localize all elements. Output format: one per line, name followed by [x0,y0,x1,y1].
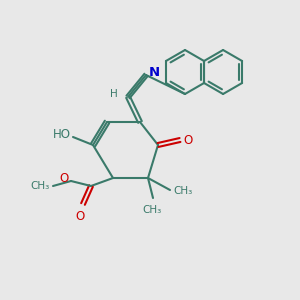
Text: N: N [149,67,160,80]
Text: CH₃: CH₃ [142,205,162,215]
Text: CH₃: CH₃ [31,181,50,191]
Text: O: O [75,210,85,223]
Text: O: O [60,172,69,185]
Text: HO: HO [53,128,71,142]
Text: H: H [110,89,118,99]
Text: O: O [183,134,192,146]
Text: CH₃: CH₃ [173,186,192,196]
